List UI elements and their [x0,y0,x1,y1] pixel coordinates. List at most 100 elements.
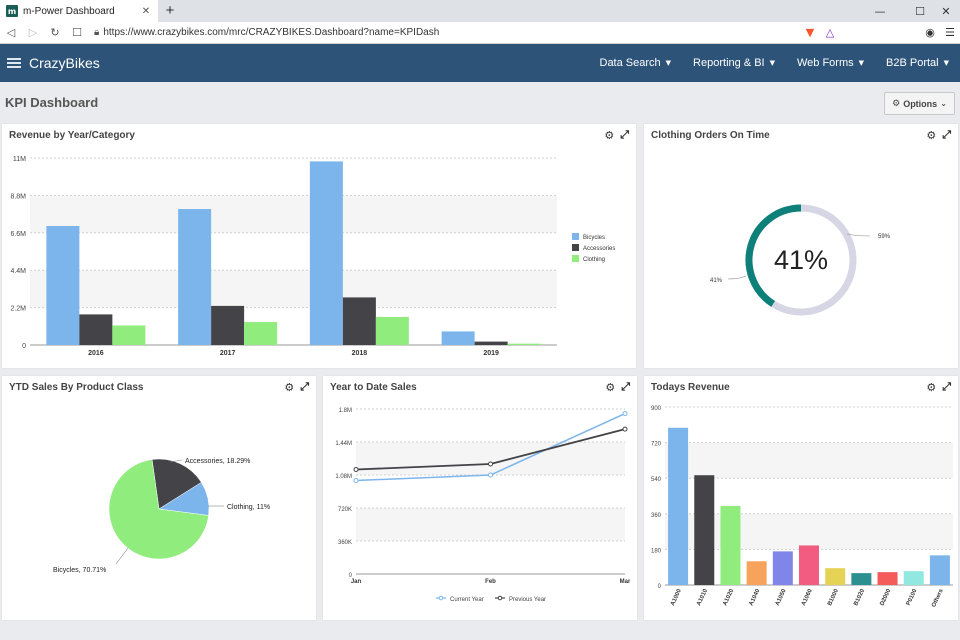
main-menu: Data Search ▼ Reporting & BI ▼ Web Forms ▼ … [589,44,960,82]
menu-data-search[interactable]: Data Search ▼ [589,44,683,82]
bar [112,325,146,345]
legend-marker [438,595,444,601]
y-tick-label: 1.8M [339,408,352,414]
y-tick-label: 0 [349,573,353,579]
browser-menu-icon[interactable]: ☰ [945,26,955,39]
x-tick-label: 2019 [483,350,499,357]
window-close-icon[interactable]: ✕ [941,4,951,18]
brave-shield-icon[interactable]: ▼ [805,26,815,39]
bar [244,322,278,345]
y-tick-label: 1.08M [335,474,352,480]
y-tick-label: 8.8M [10,193,26,200]
expand-icon[interactable]: ⤢ [942,128,951,141]
x-tick-label: B1020 [853,588,866,607]
settings-gear-icon[interactable]: ⚙ [605,380,616,394]
bar [825,568,846,585]
bar [441,331,475,345]
minimize-icon[interactable]: — [874,4,886,18]
data-point [488,472,493,478]
y-tick-label: 4.4M [10,268,26,275]
chevron-down-icon: ⌄ [940,99,947,108]
reload-icon[interactable]: ↻ [50,26,60,39]
maximize-icon[interactable]: ☐ [915,4,925,18]
lock-icon: 🔒︎ [94,27,100,38]
expand-icon[interactable]: ⤢ [621,380,630,393]
x-tick-label: 2016 [88,350,104,357]
expand-icon[interactable]: ⤢ [942,380,951,393]
bar [929,555,950,585]
gear-icon: ⚙ [892,98,901,109]
bar [877,572,898,585]
settings-gear-icon[interactable]: ⚙ [926,380,937,394]
bar [375,316,409,345]
bar [507,343,541,345]
bookmark-icon[interactable]: ☐ [72,26,82,39]
slice-label: Bicycles, 70.71% [53,567,106,574]
panel-header: YTD Sales By Product Class ⚙ ⤢ [2,376,316,398]
url-text: https://www.crazybikes.com/mrc/CRAZYBIKE… [103,27,440,38]
data-point [353,478,359,483]
expand-icon[interactable]: ⤢ [300,380,309,393]
brand-name[interactable]: CrazyBikes [29,55,100,71]
bar [746,561,767,585]
slice-label: 41% [710,278,723,284]
menu-web-forms[interactable]: Web Forms ▼ [786,44,875,82]
menu-b2b-portal[interactable]: B2B Portal ▼ [875,44,960,82]
menu-reporting-bi[interactable]: Reporting & BI ▼ [682,44,786,82]
rewards-triangle-icon[interactable]: △ [825,26,835,39]
legend-marker [497,595,503,601]
clothing-orders-chart: 41% 59% 41% [710,204,891,316]
browser-tab[interactable]: m m-Power Dashboard ✕ [0,0,158,22]
forward-icon[interactable]: ▷ [28,26,38,39]
slice-label: 59% [878,234,891,240]
browser-tab-bar: m m-Power Dashboard ✕ + — ☐ ✕ [0,0,960,22]
options-button[interactable]: ⚙ Options ⌄ [884,92,955,115]
revenue-chart: 0 2.2M 4.4M 6.6M 8.8M 11M 2016 2017 2018 2019 Bicy… [10,156,615,357]
data-point [622,426,628,432]
back-icon[interactable]: ◁ [6,26,16,39]
bar [342,297,376,345]
bar [178,209,212,345]
y-tick-label: 720K [338,507,352,513]
settings-gear-icon[interactable]: ⚙ [284,380,295,394]
menu-label: Web Forms [796,57,854,69]
panel-header: Year to Date Sales ⚙ ⤢ [323,376,637,398]
legend-swatch [572,255,579,262]
y-tick-label: 180 [651,548,662,554]
profile-icon[interactable]: ◉ [925,26,935,39]
page-header: KPI Dashboard ⚙ Options ⌄ [0,82,960,123]
y-tick-label: 360 [651,513,662,519]
bar [694,475,715,585]
expand-icon[interactable]: ⤢ [620,128,629,141]
year-to-date-panel: Year to Date Sales ⚙ ⤢ 0 360K 720K 1.08M 1.4… [323,376,637,620]
leader-line [846,233,871,237]
x-tick-label: 2018 [352,350,368,357]
leader-line [727,275,747,280]
x-tick-label: Others [931,588,945,609]
new-tab-icon[interactable]: + [165,2,175,19]
app-header: CrazyBikes Data Search ▼ Reporting & BI ▼ … [0,44,960,82]
caret-down-icon: ▼ [769,59,775,67]
x-tick-label: D2000 [879,588,892,607]
legend-label: Bicycles [583,235,605,241]
grid-band [665,442,953,479]
settings-gear-icon[interactable]: ⚙ [926,128,937,142]
y-tick-label: 2.2M [10,306,26,313]
settings-gear-icon[interactable]: ⚙ [604,128,615,142]
todays-revenue-chart: 0 180 360 540 720 900 A1000 A1010 A1020 A1040 A105… [651,406,953,609]
grid-band [30,270,557,308]
url-field[interactable]: 🔒︎ https://www.crazybikes.com/mrc/CRAZYB… [94,24,794,42]
bar [903,571,924,585]
options-label: Options [903,98,938,109]
hamburger-menu-icon[interactable] [7,58,21,68]
y-tick-label: 540 [651,477,662,483]
caret-down-icon: ▼ [943,59,949,67]
panel-title: Todays Revenue [651,381,730,393]
x-tick-label: Feb [485,579,496,585]
x-tick-label: 2017 [220,350,236,357]
x-tick-label: A1040 [749,588,762,607]
x-tick-label: A1050 [775,588,788,607]
close-tab-icon[interactable]: ✕ [141,5,151,17]
leader-line [115,547,129,565]
legend-label: Current Year [450,597,484,603]
